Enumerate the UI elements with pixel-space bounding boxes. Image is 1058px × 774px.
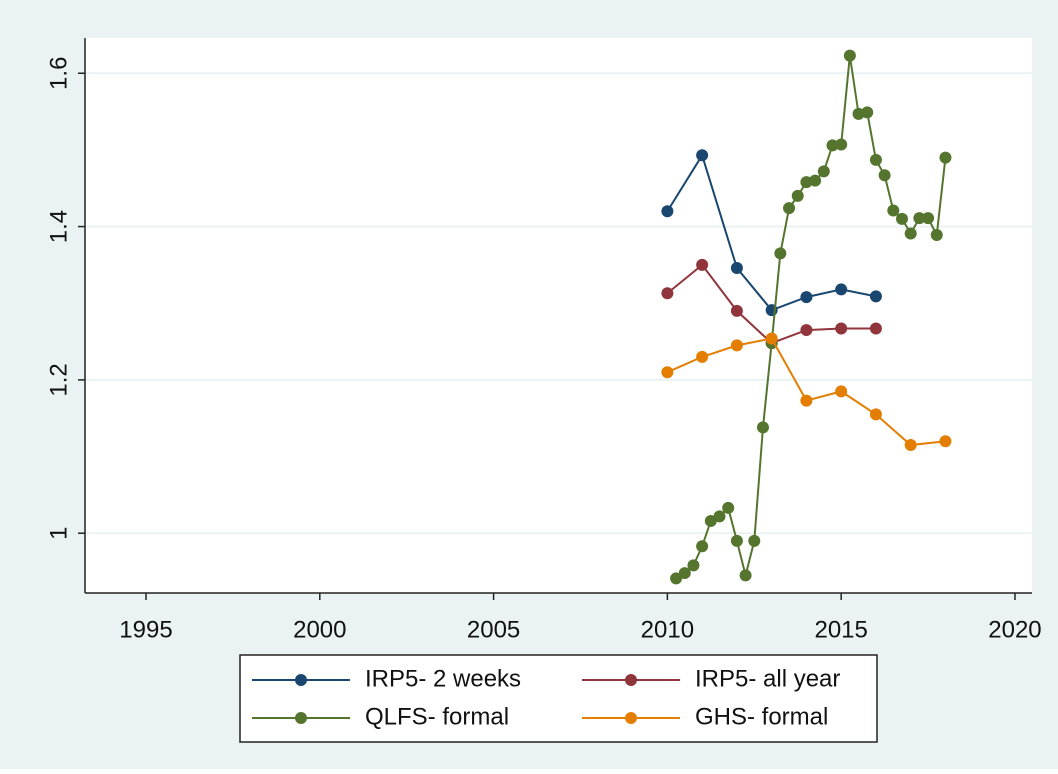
- data-point: [661, 287, 674, 300]
- data-point: [765, 332, 778, 345]
- data-point: [730, 261, 743, 274]
- legend-marker: [625, 674, 637, 686]
- legend-label: IRP5- 2 weeks: [365, 665, 521, 692]
- data-point: [826, 139, 839, 152]
- y-tick-label: 1.2: [45, 363, 72, 396]
- data-point: [800, 324, 813, 337]
- data-point: [800, 291, 813, 304]
- legend-label: IRP5- all year: [695, 665, 840, 692]
- x-tick-label: 2015: [814, 616, 867, 643]
- data-point: [696, 350, 709, 363]
- data-point: [713, 510, 726, 523]
- data-point: [696, 540, 709, 553]
- legend-marker: [295, 674, 307, 686]
- legend-marker: [625, 712, 637, 724]
- data-point: [835, 138, 848, 151]
- plot-area: [85, 38, 1032, 593]
- data-point: [939, 435, 952, 448]
- data-point: [730, 339, 743, 352]
- legend-marker: [295, 712, 307, 724]
- legend-label: GHS- formal: [695, 703, 828, 730]
- data-point: [869, 290, 882, 303]
- data-point: [687, 559, 700, 572]
- x-tick-label: 2005: [467, 616, 520, 643]
- data-point: [922, 212, 935, 225]
- data-point: [722, 501, 735, 514]
- data-point: [774, 247, 787, 260]
- data-point: [696, 258, 709, 271]
- y-tick-label: 1: [45, 527, 72, 540]
- x-tick-label: 2020: [988, 616, 1041, 643]
- data-point: [661, 366, 674, 379]
- data-point: [783, 202, 796, 215]
- x-tick-label: 1995: [119, 616, 172, 643]
- data-point: [835, 385, 848, 398]
- data-point: [939, 151, 952, 164]
- x-tick-label: 2000: [293, 616, 346, 643]
- data-point: [869, 153, 882, 166]
- data-point: [678, 567, 691, 580]
- data-point: [800, 394, 813, 407]
- data-point: [896, 212, 909, 225]
- data-point: [869, 322, 882, 335]
- legend-label: QLFS- formal: [365, 703, 509, 730]
- data-point: [748, 534, 761, 547]
- data-point: [817, 165, 830, 178]
- data-point: [930, 229, 943, 242]
- data-point: [878, 169, 891, 182]
- data-point: [887, 204, 900, 217]
- x-tick-label: 2010: [641, 616, 694, 643]
- data-point: [835, 322, 848, 335]
- data-point: [739, 569, 752, 582]
- data-point: [791, 189, 804, 202]
- data-point: [696, 149, 709, 162]
- data-point: [904, 227, 917, 240]
- data-point: [913, 212, 926, 225]
- data-point: [756, 421, 769, 434]
- data-point: [904, 439, 917, 452]
- data-point: [835, 283, 848, 296]
- data-point: [861, 106, 874, 119]
- data-point: [730, 534, 743, 547]
- data-point: [670, 572, 683, 585]
- y-tick-label: 1.4: [45, 210, 72, 243]
- data-point: [869, 408, 882, 421]
- data-point: [809, 174, 822, 187]
- data-point: [730, 304, 743, 317]
- y-tick-label: 1.6: [45, 57, 72, 90]
- data-point: [661, 205, 674, 218]
- data-point: [843, 49, 856, 62]
- legend-box: [239, 654, 878, 743]
